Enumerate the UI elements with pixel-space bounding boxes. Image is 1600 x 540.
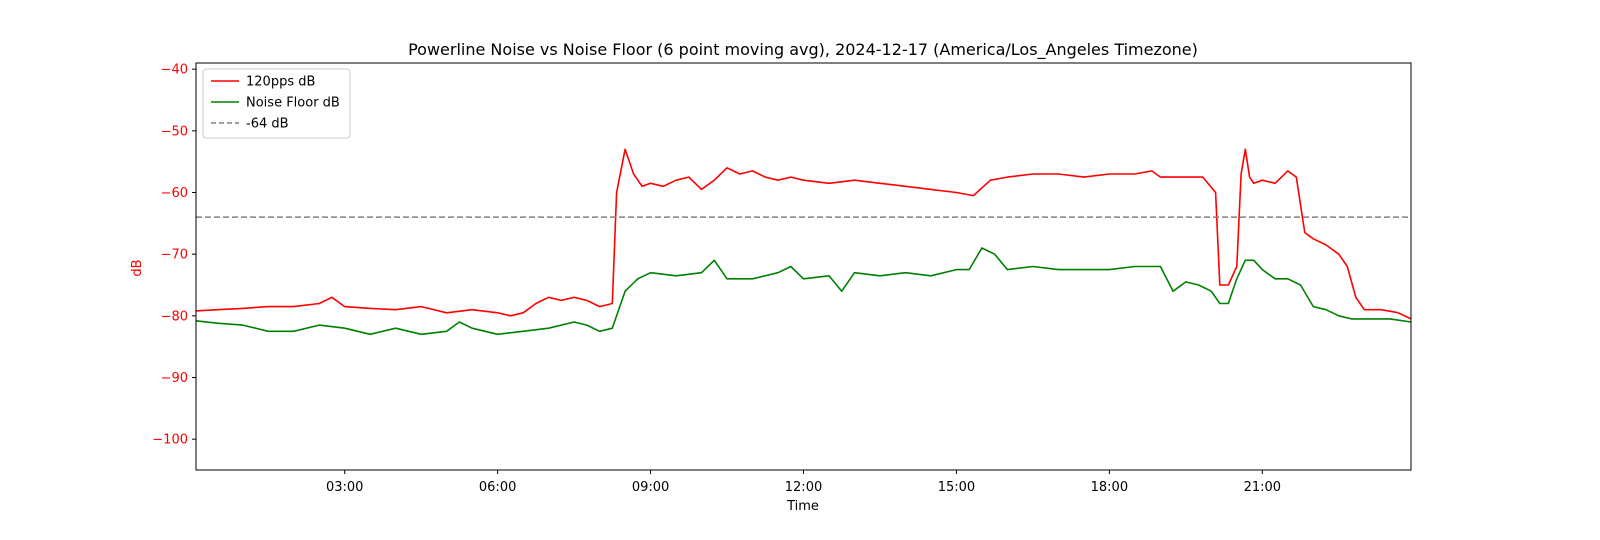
x-axis-label: Time — [786, 499, 819, 514]
x-tick-label: 03:00 — [326, 480, 363, 495]
legend-label: Noise Floor dB — [246, 96, 340, 111]
series-line-120pps-db — [196, 148, 1411, 320]
x-tick-label: 06:00 — [479, 480, 516, 495]
y-tick-label: −40 — [161, 63, 188, 78]
y-tick-label: −70 — [161, 248, 188, 263]
y-tick-label: −100 — [152, 433, 188, 448]
legend-label: -64 dB — [246, 117, 289, 132]
series-layer — [196, 148, 1411, 336]
legend-label: 120pps dB — [246, 75, 315, 90]
y-tick-label: −60 — [161, 186, 188, 201]
x-axis: 03:00 06:00 09:00 12:00 15:00 18:00 21:00 — [326, 470, 1281, 495]
x-tick-label: 15:00 — [938, 480, 975, 495]
x-tick-label: 18:00 — [1091, 480, 1128, 495]
y-tick-label: −90 — [161, 371, 188, 386]
plot-frame — [195, 62, 1412, 471]
y-axis: −40 −50 −60 −70 −80 −90 −100 — [152, 63, 196, 448]
legend-box — [202, 68, 351, 139]
x-tick-label: 21:00 — [1244, 480, 1281, 495]
series-line-noise-floor-db — [196, 247, 1411, 336]
chart-title: Powerline Noise vs Noise Floor (6 point … — [408, 40, 1198, 60]
y-axis-label: dB — [130, 259, 145, 276]
x-tick-label: 09:00 — [632, 480, 669, 495]
x-tick-label: 12:00 — [785, 480, 822, 495]
y-tick-label: −50 — [161, 124, 188, 139]
y-tick-label: −80 — [161, 309, 188, 324]
legend: 120pps dB Noise Floor dB -64 dB — [202, 68, 351, 139]
